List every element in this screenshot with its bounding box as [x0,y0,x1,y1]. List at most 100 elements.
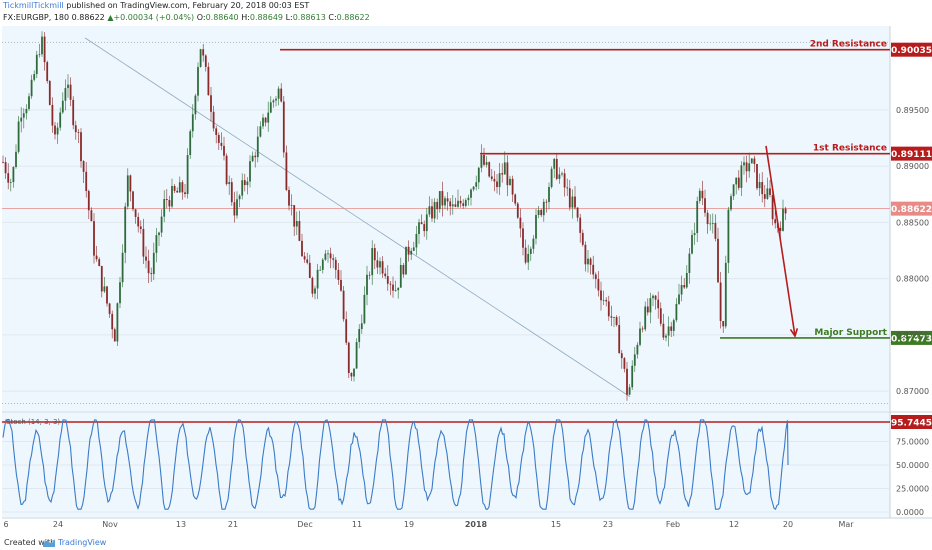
candle-body-169 [441,191,444,206]
candle-body-204 [532,238,535,249]
projection-arrow[interactable] [765,145,799,338]
candle-body-8 [22,113,25,118]
candle-body-17 [46,62,49,81]
candle-body-233 [607,301,610,317]
x-tick-label-11: Feb [666,520,680,529]
candle-body-274 [714,223,717,239]
candle-body-227 [592,264,595,275]
candle-body-68 [178,182,181,193]
candle-body-235 [613,317,615,318]
candle-body-161 [420,222,423,225]
candle-body-86 [225,155,228,185]
candles [2,31,787,401]
candle-body-154 [402,265,405,275]
candle-body-202 [527,253,530,263]
candle-body-246 [641,328,644,330]
candle-body-73 [191,114,194,132]
candle-body-67 [176,190,179,193]
candle-body-237 [618,325,621,354]
candle-body-146 [381,261,384,274]
candle-body-187 [488,162,491,177]
x-tick-label-6: 11 [352,520,362,529]
candle-body-87 [228,182,231,185]
candle-body-129 [337,269,340,280]
candle-body-173 [451,204,454,207]
candle-body-134 [350,373,353,377]
candle-body-152 [397,287,400,291]
candle-body-156 [407,246,410,255]
candle-body-157 [410,250,413,255]
candle-body-168 [438,191,441,210]
y-tick-label-1: 0.87500 [896,331,929,340]
chart-canvas[interactable]: 2nd Resistance 0.90035 1st Resistance 0.891… [0,0,932,536]
candle-body-101 [264,117,267,123]
candle-body-22 [59,112,62,128]
candle-body-113 [295,221,298,227]
osc-tick-label-0: 75.0000 [896,438,929,447]
stochastic-line [2,418,789,511]
candle-body-56 [147,260,150,274]
x-tick-label-9: 15 [551,520,561,529]
candle-body-269 [701,190,704,199]
candle-body-116 [303,256,306,260]
candle-body-46 [121,252,124,283]
candle-body-159 [415,233,418,248]
candle-body-140 [366,274,368,295]
candle-body-25 [67,84,69,89]
level-label-2: Major Support [814,328,887,338]
candle-body-97 [254,155,257,158]
candle-body-102 [267,112,270,123]
candle-body-248 [646,306,649,313]
candle-body-103 [269,102,272,113]
candle-body-225 [587,258,589,265]
y-tick-label-3: 0.88500 [896,218,929,227]
tradingview-brand[interactable]: TradingView [58,538,107,547]
candle-body-18 [48,80,51,105]
level-price-value-1: 0.89111 [891,150,932,160]
candle-body-231 [602,299,605,301]
candle-body-57 [150,273,153,275]
candle-body-292 [761,182,764,195]
candle-body-219 [571,196,574,208]
candle-body-229 [597,279,600,291]
candle-body-270 [704,198,706,213]
candle-body-285 [743,162,745,166]
candle-body-84 [220,142,223,146]
candle-body-259 [675,303,678,321]
candle-body-211 [550,168,553,188]
x-tick-label-7: 19 [404,520,414,529]
candle-body-141 [368,274,371,276]
candle-body-247 [644,306,647,330]
up-arrow-icon: ▲ [107,13,114,22]
levels[interactable]: 2nd Resistance 0.90035 1st Resistance 0.891… [280,40,932,345]
candle-body-108 [282,101,285,153]
candle-body-19 [51,104,54,126]
candle-body-63 [165,198,168,200]
candle-body-267 [696,200,699,234]
candle-body-179 [467,197,470,201]
candle-body-33 [87,191,90,211]
candle-body-193 [503,162,506,175]
candle-body-115 [301,240,303,257]
candle-body-62 [163,198,166,217]
x-tick-label-5: Dec [297,520,312,529]
y-tick-label-5: 0.89500 [896,106,929,115]
publisher-name[interactable]: TickmillTickmill [3,1,64,10]
created-with-text: Created with [4,538,56,547]
candle-body-39 [103,286,106,292]
candle-body-203 [529,248,532,254]
candle-body-132 [345,319,348,343]
trendline[interactable] [84,37,631,398]
candle-body-155 [405,246,407,275]
candle-body-279 [727,209,730,263]
candle-body-0 [2,161,4,163]
candle-body-301 [784,208,787,214]
candle-body-213 [555,158,558,179]
candle-body-133 [347,342,350,374]
candle-body-127 [332,258,335,260]
osc-level-value: 95.7445 [891,419,932,429]
candle-body-194 [506,162,509,186]
candle-body-167 [436,201,439,210]
candle-body-37 [98,259,101,266]
candle-body-42 [111,313,114,330]
